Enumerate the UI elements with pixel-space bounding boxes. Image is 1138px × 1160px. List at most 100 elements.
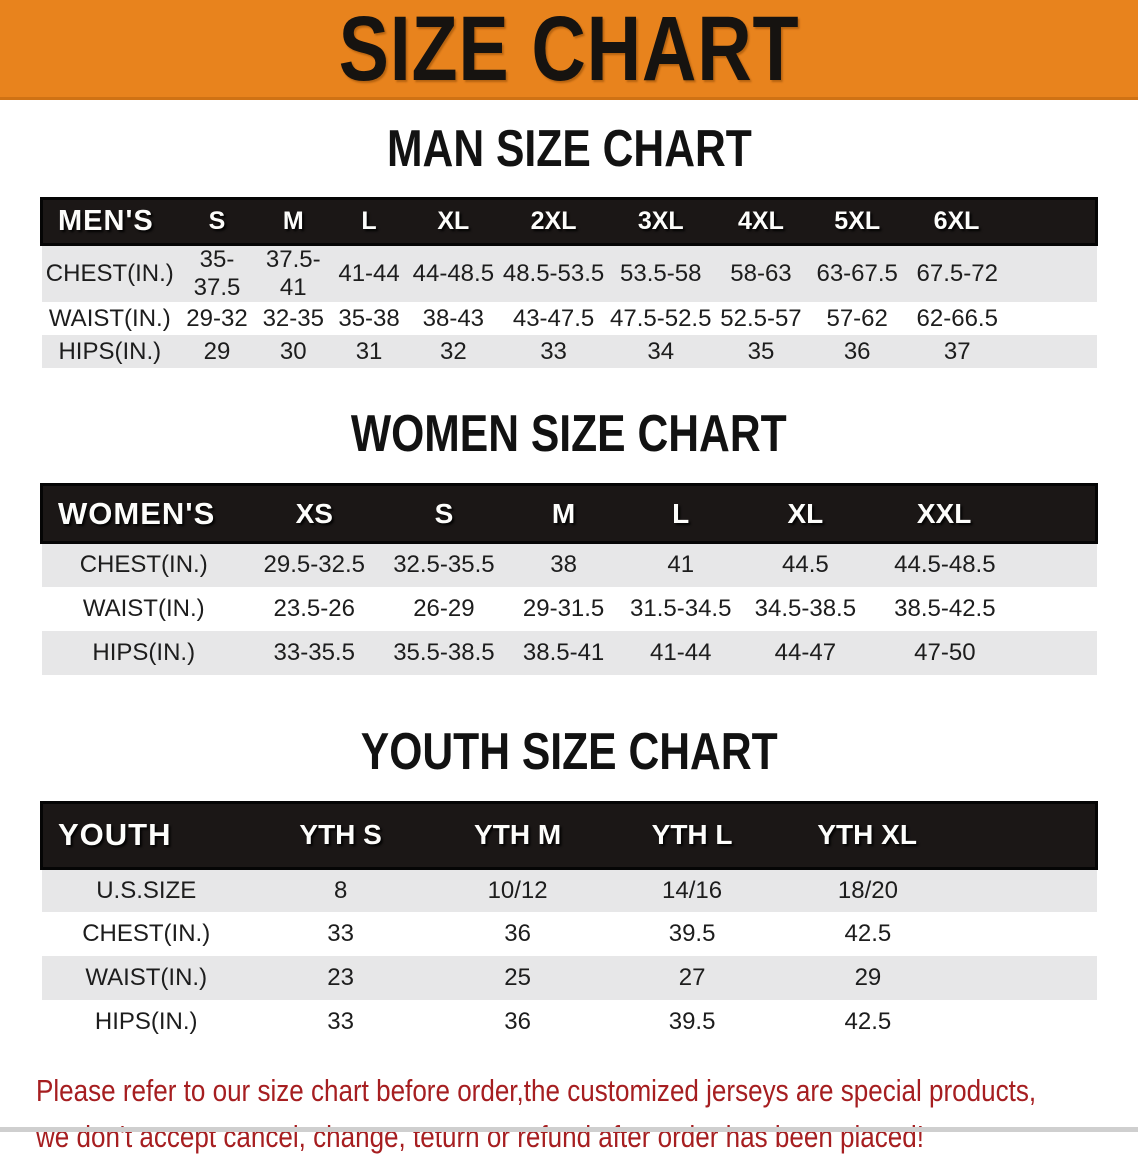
size-value-cell: 36 [430,912,605,956]
table-row: U.S.SIZE 8 10/12 14/16 18/20 [41,868,1097,912]
size-value-cell: 29 [178,335,256,368]
size-value-cell: 33 [499,335,608,368]
size-value-cell: 52.5-57 [713,302,809,335]
size-value-cell: 32 [407,335,500,368]
disclaimer-line-1: Please refer to our size chart before or… [36,1073,1037,1108]
table-row: CHEST(IN.) 33 36 39.5 42.5 [41,912,1097,956]
size-value-cell: 33 [250,912,431,956]
size-value-cell: 48.5-53.5 [499,244,608,302]
size-value-cell: 33-35.5 [245,630,383,675]
size-column-header: 3XL [607,197,714,246]
size-column-header: S [178,197,256,246]
banner-title: SIZE CHART [338,0,800,100]
table-row: CHEST(IN.) 35-37.5 37.5-41 41-44 44-48.5 48.5… [41,244,1097,302]
size-value-cell: 33 [250,1000,431,1044]
size-value-cell: 62-66.5 [906,302,1097,335]
size-value-cell: 47.5-52.5 [607,302,714,335]
size-value-cell: 34 [607,335,714,368]
measurement-label: U.S.SIZE [41,868,251,912]
size-value-cell: 8 [250,868,431,912]
table-row: HIPS(IN.) 33 36 39.5 42.5 [41,1000,1097,1044]
size-value-cell: 29 [779,956,1097,1000]
size-value-cell: 10/12 [430,868,605,912]
size-value-cell: 38-43 [407,302,500,335]
size-value-cell: 41 [621,542,740,587]
disclaimer-line-2: we don't accept cancel, change, teturn o… [36,1119,925,1154]
size-value-cell: 37 [906,335,1097,368]
size-value-cell: 35 [713,335,809,368]
size-column-header: 2XL [499,197,608,246]
size-value-cell: 44.5-48.5 [871,542,1097,587]
table-header-row: YOUTH YTH S YTH M YTH L YTH XL [39,800,1099,870]
measurement-label: CHEST(IN.) [41,244,179,302]
size-column-header: XL [739,483,872,544]
size-column-header: S [382,483,506,544]
size-value-cell: 26-29 [382,586,506,631]
size-value-cell: 31.5-34.5 [621,586,740,631]
table-header-label: MEN'S [40,197,179,246]
size-value-cell: 39.5 [604,1000,780,1044]
size-column-header: XXL [871,483,1099,544]
men-size-table: MEN'S S M L XL 2XL 3XL 4XL 5XL 6XL CHEST(IN.) 35-37… [40,197,1099,368]
size-column-header: YTH XL [779,800,1099,870]
size-value-cell: 41-44 [330,244,408,302]
measurement-label: HIPS(IN.) [41,335,179,368]
size-value-cell: 18/20 [779,868,1097,912]
size-value-cell: 58-63 [713,244,809,302]
size-value-cell: 42.5 [779,1000,1097,1044]
size-value-cell: 31 [330,335,408,368]
size-value-cell: 29-32 [178,302,256,335]
size-column-header: YTH L [604,800,780,870]
bottom-edge-strip [0,1127,1138,1132]
size-value-cell: 32.5-35.5 [382,542,506,587]
table-header-label: YOUTH [39,800,251,870]
size-value-cell: 47-50 [871,630,1097,675]
measurement-label: WAIST(IN.) [41,302,179,335]
size-column-header: YTH S [250,800,431,870]
size-value-cell: 44.5 [739,542,872,587]
size-column-header: 6XL [906,197,1099,246]
size-value-cell: 42.5 [779,912,1097,956]
size-value-cell: 27 [604,956,780,1000]
measurement-label: CHEST(IN.) [41,912,251,956]
women-section-title: WOMEN SIZE CHART [351,405,787,463]
measurement-label: CHEST(IN.) [41,542,246,587]
size-value-cell: 44-48.5 [407,244,500,302]
measurement-label: HIPS(IN.) [41,630,246,675]
women-size-table: WOMEN'S XS S M L XL XXL CHEST(IN.) 29.5-32.5 32.5… [39,483,1099,675]
table-row: WAIST(IN.) 29-32 32-35 35-38 38-43 43-47.5 47.… [41,302,1097,335]
men-size-table-wrap: MEN'S S M L XL 2XL 3XL 4XL 5XL 6XL CHEST(IN.) 35-37… [0,197,1138,368]
size-column-header: XL [407,197,500,246]
size-value-cell: 57-62 [808,302,907,335]
size-value-cell: 14/16 [604,868,780,912]
size-value-cell: 38 [505,542,622,587]
size-value-cell: 30 [255,335,331,368]
size-column-header: L [330,197,408,246]
table-header-label: WOMEN'S [39,483,246,544]
disclaimer-note: Please refer to our size chart before or… [0,1044,1138,1160]
size-column-header: 4XL [713,197,809,246]
size-value-cell: 36 [430,1000,605,1044]
size-value-cell: 38.5-41 [505,630,622,675]
measurement-label: WAIST(IN.) [41,956,251,1000]
size-chart-banner: SIZE CHART [0,0,1138,100]
size-value-cell: 43-47.5 [499,302,608,335]
size-value-cell: 35.5-38.5 [382,630,506,675]
measurement-label: HIPS(IN.) [41,1000,251,1044]
table-row: HIPS(IN.) 33-35.5 35.5-38.5 38.5-41 41-44 44-… [41,630,1097,675]
size-value-cell: 44-47 [739,630,872,675]
size-column-header: L [621,483,740,544]
size-value-cell: 67.5-72 [906,244,1097,302]
measurement-label: WAIST(IN.) [41,586,246,631]
size-value-cell: 38.5-42.5 [871,586,1097,631]
size-value-cell: 29-31.5 [505,586,622,631]
table-row: WAIST(IN.) 23.5-26 26-29 29-31.5 31.5-34.5 34… [41,586,1097,631]
size-value-cell: 41-44 [621,630,740,675]
size-column-header: YTH M [430,800,605,870]
size-value-cell: 34.5-38.5 [739,586,872,631]
size-value-cell: 23.5-26 [245,586,383,631]
size-column-header: M [255,197,331,246]
size-value-cell: 37.5-41 [255,244,331,302]
table-row: WAIST(IN.) 23 25 27 29 [41,956,1097,1000]
table-row: CHEST(IN.) 29.5-32.5 32.5-35.5 38 41 44.5 44.5… [41,542,1097,587]
